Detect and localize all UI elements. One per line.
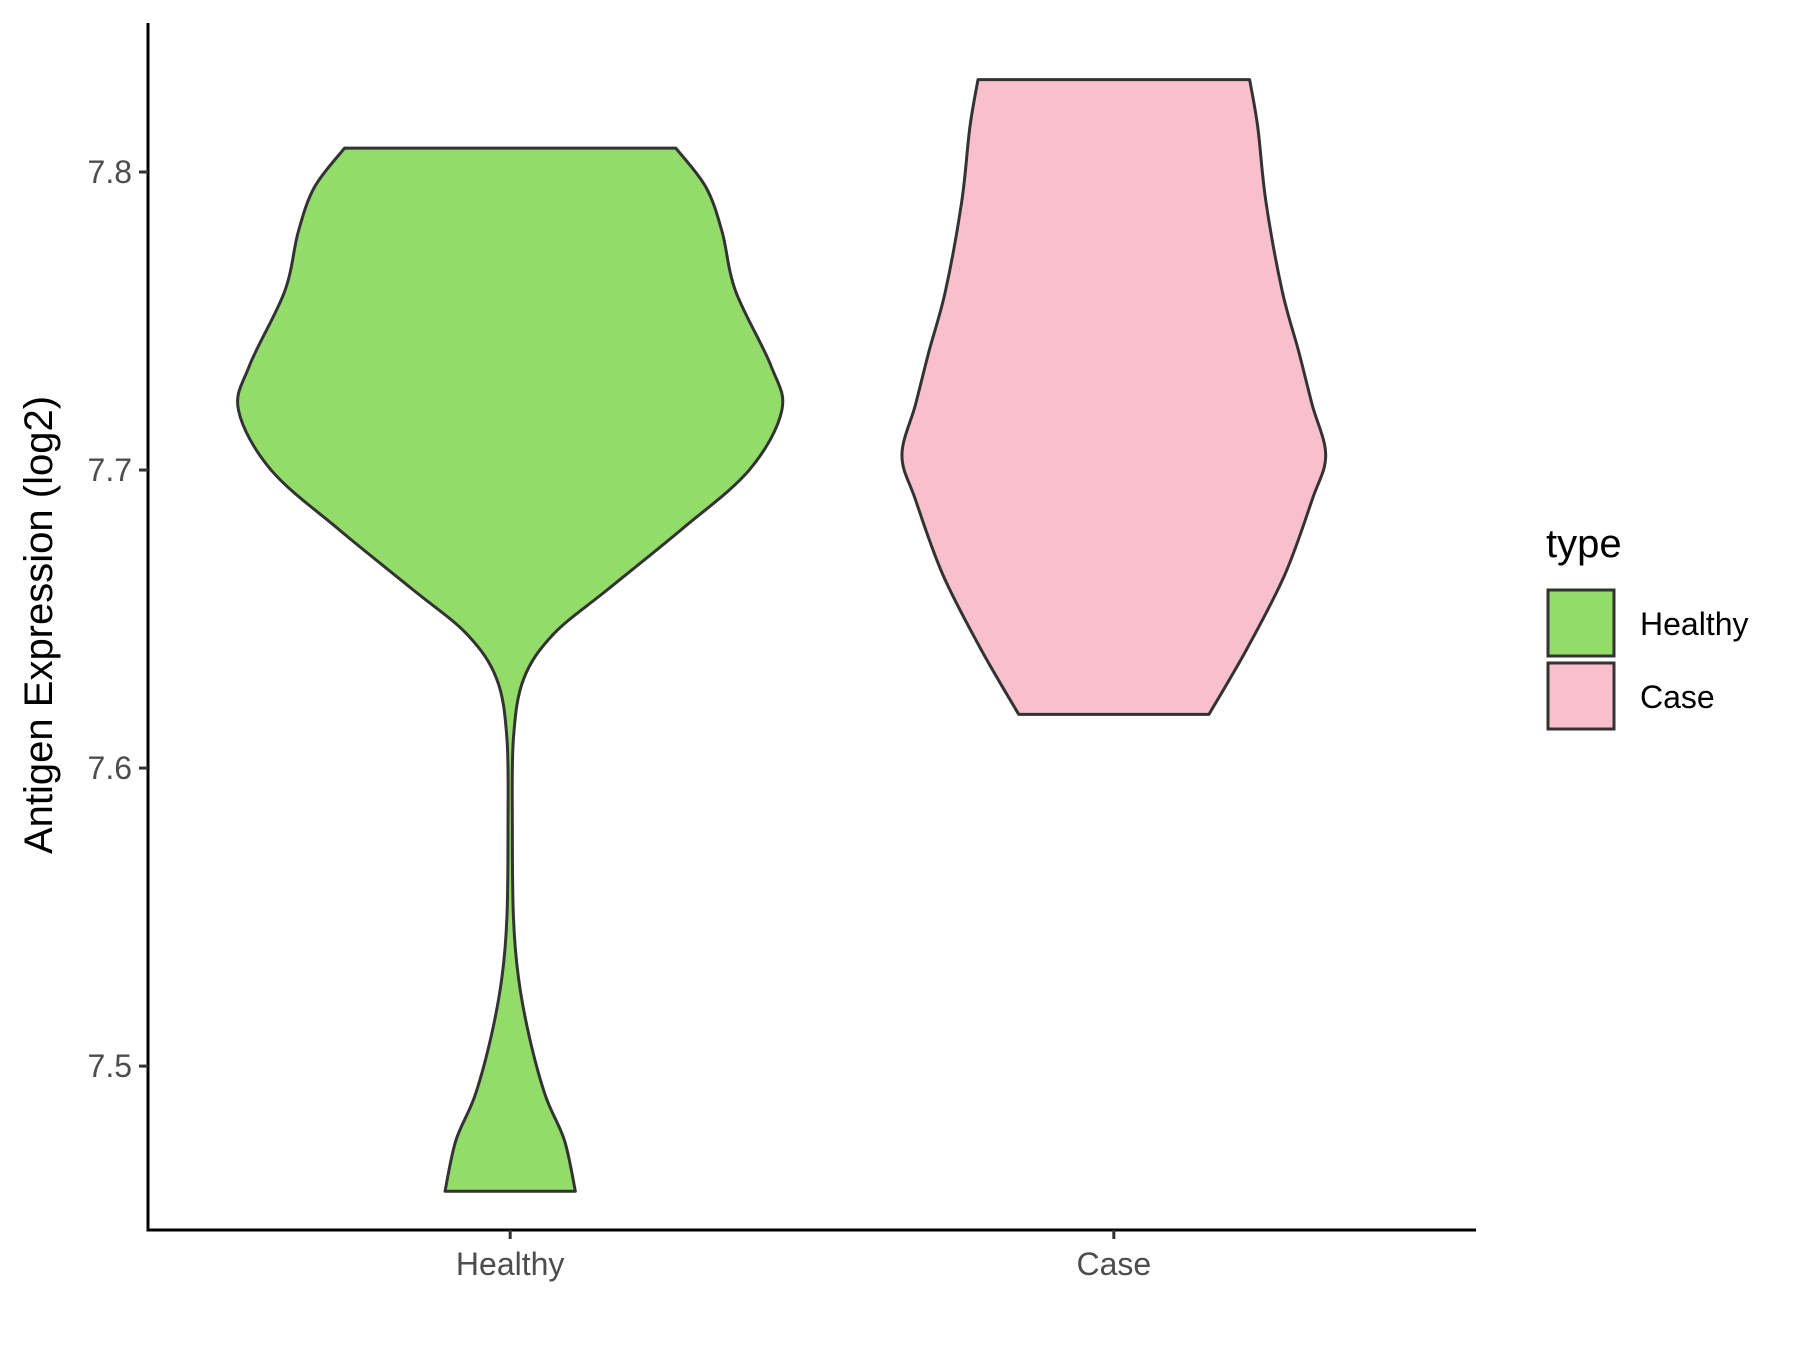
- y-tick-label: 7.8: [88, 154, 132, 190]
- violins-group: [236, 78, 1328, 1193]
- violin-healthy: [236, 146, 785, 1193]
- legend-entries: Healthy Case: [1546, 588, 1749, 731]
- legend-key-healthy: [1546, 588, 1616, 658]
- y-tick-label: 7.7: [88, 452, 132, 488]
- x-ticks-group: Healthy Case: [456, 1230, 1151, 1282]
- x-tick-label: Healthy: [456, 1246, 565, 1282]
- y-ticks-group: 7.5 7.6 7.7 7.8: [88, 154, 148, 1084]
- legend: type Healthy Case: [1546, 522, 1749, 731]
- y-axis-title: Antigen Expression (log2): [17, 396, 61, 854]
- y-tick-label: 7.6: [88, 750, 132, 786]
- legend-label: Healthy: [1640, 606, 1749, 642]
- legend-label: Case: [1640, 679, 1715, 715]
- axes-group: [146, 23, 1476, 1232]
- x-tick-label: Case: [1076, 1246, 1151, 1282]
- y-tick-label: 7.5: [88, 1048, 132, 1084]
- legend-title: type: [1546, 522, 1622, 566]
- violin-case: [900, 78, 1328, 716]
- legend-key-case: [1546, 661, 1616, 731]
